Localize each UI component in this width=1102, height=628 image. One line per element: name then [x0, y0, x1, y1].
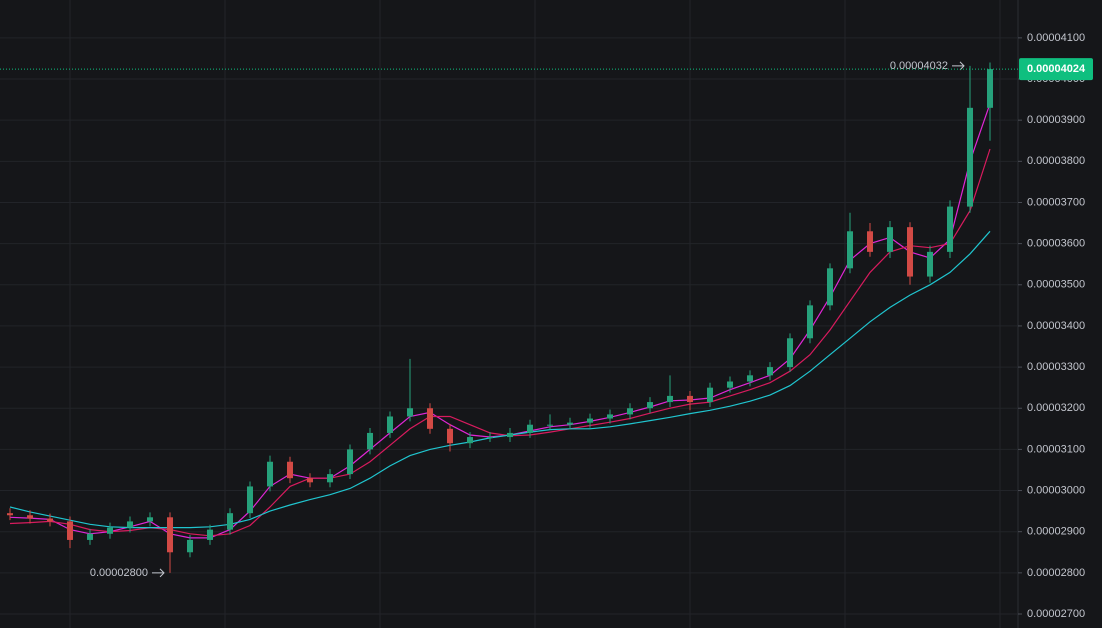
candle-body: [7, 513, 13, 516]
candle-body: [287, 461, 293, 479]
y-tick-label: 0.00002700: [1027, 608, 1085, 620]
candle-body: [307, 478, 313, 483]
candle-body: [227, 513, 233, 530]
candle-body: [927, 251, 933, 277]
candle-body: [207, 529, 213, 540]
y-tick-label: 0.00003800: [1027, 155, 1085, 167]
y-tick-label: 0.00002800: [1027, 567, 1085, 579]
y-tick-label: 0.00003000: [1027, 484, 1085, 496]
candle-body: [187, 539, 193, 553]
last-price-box: [1019, 58, 1093, 81]
candle-body: [87, 533, 93, 540]
candle-body: [447, 428, 453, 444]
y-tick-label: 0.00004100: [1027, 32, 1085, 44]
candle-body: [407, 408, 413, 417]
candle-body: [47, 518, 53, 522]
annotation-label: 0.00004032: [890, 60, 948, 72]
candle-body: [487, 437, 493, 439]
candle-body: [887, 227, 893, 252]
candle-body: [907, 227, 913, 277]
candle-body: [387, 416, 393, 433]
candle-body: [467, 437, 473, 444]
candle-body: [767, 367, 773, 376]
candle-body: [687, 395, 693, 403]
candle-body: [107, 527, 113, 534]
y-tick-label: 0.00003100: [1027, 443, 1085, 455]
candle-body: [727, 381, 733, 388]
candle-body: [827, 268, 833, 306]
y-tick-label: 0.00003900: [1027, 114, 1085, 126]
candle-body: [67, 521, 73, 540]
candle-body: [987, 69, 993, 108]
y-tick-label: 0.00002900: [1027, 526, 1085, 538]
candle-body: [807, 305, 813, 339]
candle-body: [427, 408, 433, 429]
annotation-arrow: [152, 568, 165, 578]
candle-body: [867, 231, 873, 252]
last-price-label: 0.00004024: [1027, 63, 1086, 75]
moving-average-line: [9, 148, 991, 537]
candle-body: [167, 517, 173, 553]
candle-body: [787, 338, 793, 368]
candle-body: [267, 461, 273, 487]
candle-body: [567, 422, 573, 425]
candle-body: [847, 231, 853, 269]
y-tick-label: 0.00003300: [1027, 361, 1085, 373]
candle-body: [587, 418, 593, 423]
candle-body: [527, 424, 533, 433]
annotation-arrow: [952, 61, 965, 71]
candle-body: [627, 408, 633, 415]
candle-body: [27, 515, 33, 519]
candle-body: [967, 107, 973, 207]
candle-body: [147, 517, 153, 522]
candle-body: [707, 387, 713, 403]
candle-body: [667, 395, 673, 403]
candle-body: [127, 521, 133, 528]
candle-body: [647, 402, 653, 409]
candle-body: [347, 449, 353, 475]
y-tick-label: 0.00003400: [1027, 320, 1085, 332]
annotation-label: 0.00002800: [90, 567, 148, 579]
candle-body: [547, 424, 553, 426]
candle-body: [947, 206, 953, 252]
candle-body: [747, 375, 753, 382]
y-tick-label: 0.00003500: [1027, 279, 1085, 291]
candle-body: [607, 414, 613, 419]
y-tick-label: 0.00003600: [1027, 238, 1085, 250]
y-tick-label: 0.00003700: [1027, 196, 1085, 208]
candle-body: [247, 486, 253, 514]
vertical-grid: [69, 0, 1001, 628]
y-tick-label: 0.00003200: [1027, 402, 1085, 414]
candle-body: [507, 432, 513, 438]
moving-average-line: [9, 230, 991, 529]
candle-body: [367, 432, 373, 450]
candle-body: [327, 474, 333, 483]
